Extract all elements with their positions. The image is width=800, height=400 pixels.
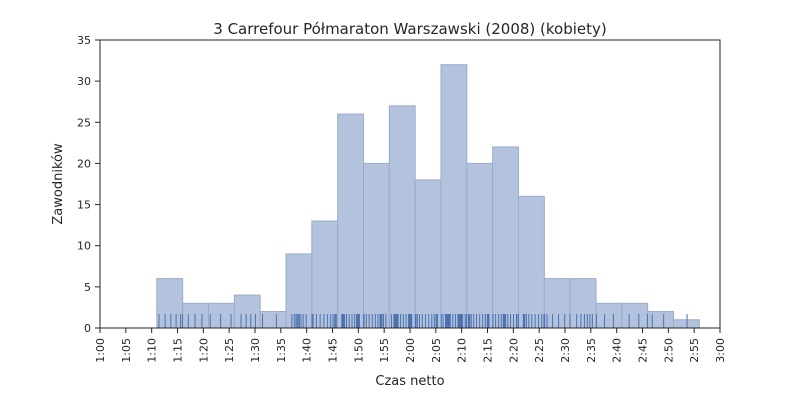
histogram-bar — [208, 302, 235, 329]
x-tick-label: 2:30 — [559, 338, 572, 363]
x-tick-label: 1:20 — [197, 338, 210, 363]
y-tick-label: 10 — [77, 240, 91, 253]
histogram-bar — [414, 179, 442, 329]
x-axis-label: Czas netto — [375, 374, 444, 389]
histogram-bar — [440, 64, 468, 329]
x-tick-label: 2:10 — [456, 338, 469, 363]
y-tick-label: 5 — [84, 281, 91, 294]
x-tick-label: 1:55 — [378, 338, 391, 363]
x-tick-label: 1:10 — [146, 338, 159, 363]
y-tick-label: 0 — [84, 322, 91, 335]
histogram-bar — [388, 105, 416, 329]
histogram-bar — [569, 278, 597, 329]
histogram-bar — [182, 302, 210, 329]
x-tick-label: 1:50 — [352, 338, 365, 363]
x-tick-label: 1:45 — [327, 338, 340, 363]
bars-group — [156, 64, 700, 329]
histogram-bar — [466, 162, 494, 329]
x-tick-label: 1:25 — [223, 338, 236, 363]
histogram-bar — [673, 319, 700, 329]
x-tick-label: 2:25 — [533, 338, 546, 363]
x-axis: 1:00 1:05 1:10 1:15 1:20 1:25 1:30 1:35 1:40 1:45… — [94, 328, 727, 363]
histogram-bar — [621, 302, 649, 329]
y-tick-label: 30 — [77, 75, 91, 88]
histogram-bar — [518, 195, 545, 329]
x-tick-label: 2:15 — [482, 338, 495, 363]
histogram-bar — [259, 311, 287, 329]
y-tick-label: 25 — [77, 116, 91, 129]
x-tick-label: 2:00 — [404, 338, 417, 363]
histogram-bar — [647, 311, 675, 329]
x-tick-label: 1:30 — [249, 338, 262, 363]
y-tick-label: 15 — [77, 199, 91, 212]
x-tick-label: 1:00 — [94, 338, 107, 363]
y-axis: 0 5 10 15 20 25 30 35 — [77, 34, 100, 335]
rug-group — [158, 314, 688, 328]
chart-title: 3 Carrefour Półmaraton Warszawski (2008)… — [213, 20, 606, 38]
x-tick-label: 2:35 — [585, 338, 598, 363]
x-tick-label: 1:05 — [120, 338, 133, 363]
x-tick-label: 2:50 — [662, 338, 675, 363]
histogram-bar — [543, 278, 571, 329]
y-axis-label: Zawodników — [51, 143, 66, 225]
histogram-bar — [363, 162, 390, 329]
histogram-bar — [233, 294, 261, 329]
x-tick-label: 2:40 — [611, 338, 624, 363]
histogram-bar — [492, 146, 519, 329]
x-tick-label: 1:40 — [301, 338, 314, 363]
x-tick-label: 2:05 — [430, 338, 443, 363]
histogram-bar — [311, 220, 339, 329]
y-tick-label: 20 — [77, 157, 91, 170]
x-tick-label: 1:15 — [172, 338, 185, 363]
x-tick-label: 2:55 — [688, 338, 701, 363]
histogram-bar — [337, 113, 364, 329]
x-tick-label: 2:45 — [637, 338, 650, 363]
y-tick-label: 35 — [77, 34, 91, 47]
x-tick-label: 2:20 — [507, 338, 520, 363]
x-tick-label: 3:00 — [714, 338, 727, 363]
histogram-bar — [595, 302, 623, 329]
x-tick-label: 1:35 — [275, 338, 288, 363]
histogram-bar — [156, 278, 184, 329]
